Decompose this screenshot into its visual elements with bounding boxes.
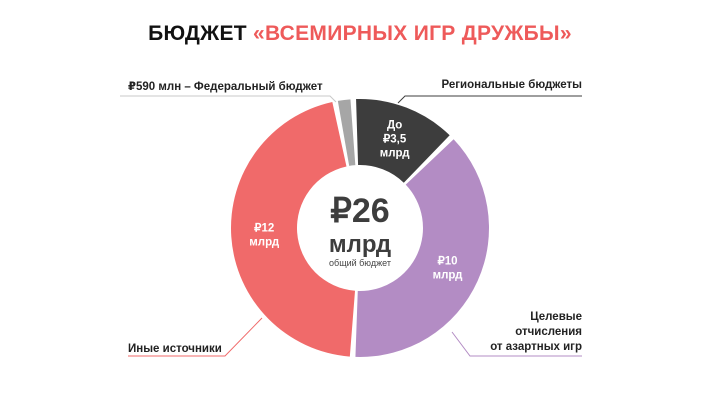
slice-value-label-other: ₽12: [254, 223, 274, 235]
slice-federal: [337, 99, 356, 166]
slice-value-labels: До ₽3,5 млрд ₽10 млрд ₽12 млрд: [249, 119, 463, 281]
slice-value-label-regional: ₽3,5: [383, 133, 407, 145]
label-other: Иные источники: [128, 343, 222, 355]
chart-title: БЮДЖЕТ «ВСЕМИРНЫХ ИГР ДРУЖБЫ»: [0, 22, 720, 46]
slice-other: [231, 102, 356, 357]
slice-value-label-regional: До: [387, 119, 402, 131]
slice-value-label-gambling: млрд: [433, 269, 464, 281]
leader-line-other: [128, 317, 263, 357]
label-gambling-line-1: Целевые: [530, 311, 582, 323]
donut-slices: [231, 98, 489, 357]
leader-lines: [120, 95, 582, 357]
slice-gambling: [355, 139, 489, 357]
center-unit: млрд: [329, 231, 391, 258]
chart-title-accent: «ВСЕМИРНЫХ ИГР ДРУЖБЫ»: [253, 22, 572, 45]
slice-value-label-gambling: ₽10: [437, 255, 457, 267]
slice-value-label-regional: млрд: [380, 147, 411, 159]
slice-value-label-other: млрд: [249, 237, 280, 249]
chart-title-prefix: БЮДЖЕТ: [148, 22, 254, 45]
label-gambling-line-2: отчисления: [515, 326, 582, 338]
label-federal: ₽590 млн – Федеральный бюджет: [128, 81, 323, 93]
label-gambling-line-3: от азартных игр: [490, 341, 582, 353]
label-regional: Региональные бюджеты: [441, 79, 582, 91]
center-caption: общий бюджет: [329, 258, 391, 268]
leader-line-federal: [120, 95, 337, 103]
leader-line-gambling: [451, 331, 582, 357]
slice-regional: [356, 98, 450, 183]
leader-line-regional: [397, 95, 582, 104]
label-gambling: Целевые отчисления от азартных игр: [490, 310, 582, 355]
center-value: ₽26: [330, 192, 389, 230]
